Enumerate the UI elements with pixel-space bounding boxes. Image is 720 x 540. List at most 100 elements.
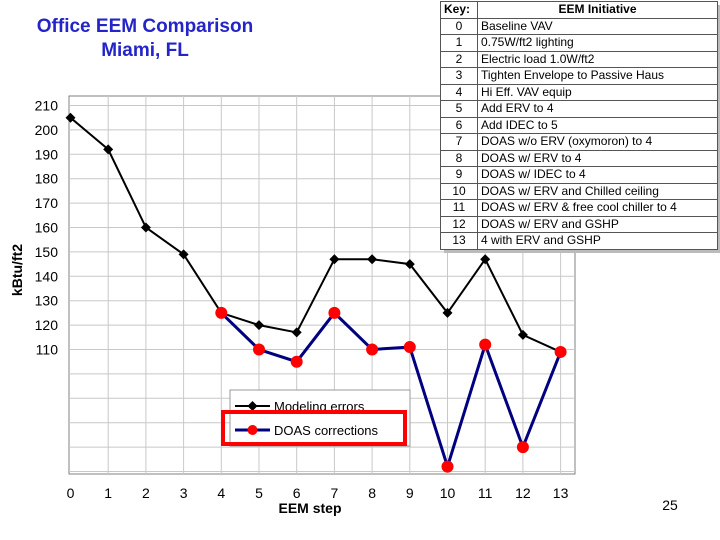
data-point-modeling-errors (291, 327, 302, 338)
x-tick-label: 4 (217, 485, 225, 501)
key-row: 5 Add ERV to 4 (440, 100, 718, 118)
x-tick-label: 3 (180, 485, 188, 501)
key-row-number: 6 (440, 116, 478, 134)
key-row-number: 12 (440, 215, 478, 233)
x-tick-label: 5 (255, 485, 263, 501)
key-row: 3 Tighten Envelope to Passive Haus (440, 67, 718, 85)
data-point-modeling-errors (140, 222, 151, 233)
y-tick-label: 170 (35, 195, 59, 211)
key-row: 6 Add IDEC to 5 (440, 116, 718, 134)
key-row-description: Tighten Envelope to Passive Haus (477, 67, 718, 85)
data-point-doas-corrections (479, 338, 492, 351)
legend: Modeling errors DOAS corrections (229, 389, 411, 447)
key-header: Key: (440, 1, 478, 19)
data-point-doas-corrections (403, 341, 416, 354)
key-row-number: 10 (440, 182, 478, 200)
key-row-description: DOAS w/ ERV to 4 (477, 149, 718, 167)
x-tick-label: 10 (440, 485, 456, 501)
key-row-description: DOAS w/ ERV and GSHP (477, 215, 718, 233)
x-tick-label: 12 (515, 485, 531, 501)
y-tick-label: 160 (35, 220, 59, 236)
eem-key-table: Key: EEM Initiative 0 Baseline VAV 1 0.75W/… (440, 1, 718, 250)
series-line-doas-corrections (220, 310, 562, 472)
x-tick-label: 6 (293, 485, 301, 501)
key-row: 7 DOAS w/o ERV (oxymoron) to 4 (440, 133, 718, 151)
data-point-modeling-errors (65, 112, 76, 123)
data-point-modeling-errors (480, 254, 491, 265)
data-point-modeling-errors (367, 254, 378, 265)
y-tick-label: 150 (35, 244, 59, 260)
data-point-doas-corrections (328, 306, 341, 319)
key-row-number: 2 (440, 50, 478, 68)
key-row-number: 5 (440, 100, 478, 118)
key-row: 9 DOAS w/ IDEC to 4 (440, 166, 718, 184)
y-tick-label: 180 (35, 171, 59, 187)
data-point-doas-corrections (366, 343, 379, 356)
y-tick-label: 190 (35, 146, 59, 162)
legend-label-doas-corrections: DOAS corrections (274, 423, 379, 438)
data-point-doas-corrections (215, 306, 228, 319)
initiative-header: EEM Initiative (477, 1, 718, 19)
x-axis-label: EEM step (278, 500, 341, 516)
key-row-number: 0 (440, 17, 478, 35)
key-row: 13 4 with ERV and GSHP (440, 232, 718, 250)
key-row-description: DOAS w/o ERV (oxymoron) to 4 (477, 133, 718, 151)
y-tick-label: 210 (35, 98, 59, 114)
key-row-description: 0.75W/ft2 lighting (477, 34, 718, 52)
data-point-modeling-errors (517, 329, 528, 340)
x-tick-label: 1 (104, 485, 112, 501)
data-point-doas-corrections (253, 343, 265, 356)
y-tick-label: 140 (35, 268, 59, 284)
y-tick-label: 120 (35, 317, 59, 333)
data-point-modeling-errors (254, 320, 264, 331)
data-point-modeling-errors (442, 307, 453, 318)
key-row-description: Add IDEC to 5 (477, 116, 718, 134)
key-row: 0 Baseline VAV (440, 17, 718, 35)
data-point-doas-corrections (441, 460, 454, 473)
key-row-description: DOAS w/ IDEC to 4 (477, 166, 718, 184)
data-point-doas-corrections (290, 355, 303, 368)
key-row-number: 3 (440, 67, 478, 85)
data-point-modeling-errors (103, 144, 114, 155)
data-point-doas-corrections (554, 345, 567, 358)
key-row: 12 DOAS w/ ERV and GSHP (440, 215, 718, 233)
key-row-description: DOAS w/ ERV & free cool chiller to 4 (477, 199, 718, 217)
x-tick-label: 0 (67, 485, 75, 501)
key-row-description: Electric load 1.0W/ft2 (477, 50, 718, 68)
key-row-number: 4 (440, 83, 478, 101)
legend-highlight-box (221, 410, 407, 446)
key-row-number: 1 (440, 34, 478, 52)
key-row: 2 Electric load 1.0W/ft2 (440, 50, 718, 68)
chart-title-line2: Miami, FL (101, 40, 189, 61)
y-tick-label: 200 (35, 122, 59, 138)
key-row: 1 0.75W/ft2 lighting (440, 34, 718, 52)
x-tick-label: 7 (331, 485, 339, 501)
data-point-doas-corrections (516, 441, 529, 454)
chart-title-line1: Office EEM Comparison (36, 16, 254, 37)
data-point-modeling-errors (178, 249, 189, 260)
key-row-description: Hi Eff. VAV equip (477, 83, 718, 101)
key-row-description: Add ERV to 4 (477, 100, 718, 118)
key-row: 10 DOAS w/ ERV and Chilled ceiling (440, 182, 718, 200)
y-tick-label: 110 (36, 342, 59, 358)
x-tick-label: 11 (478, 485, 493, 501)
key-row-description: Baseline VAV (477, 17, 718, 35)
x-tick-label: 13 (553, 485, 569, 501)
key-row: 8 DOAS w/ ERV to 4 (440, 149, 718, 167)
x-tick-label: 8 (368, 485, 376, 501)
key-row-number: 8 (440, 149, 478, 167)
key-row-number: 11 (440, 199, 478, 217)
key-row-description: 4 with ERV and GSHP (477, 232, 718, 250)
key-row-number: 7 (440, 133, 478, 151)
y-axis-label: kBtu/ft2 (9, 244, 25, 296)
y-tick-label: 130 (35, 293, 59, 309)
key-row-number: 9 (440, 166, 478, 184)
key-row-number: 13 (440, 232, 478, 250)
key-row-description: DOAS w/ ERV and Chilled ceiling (477, 182, 718, 200)
data-point-modeling-errors (329, 254, 340, 265)
data-point-modeling-errors (404, 259, 415, 270)
x-tick-label: 9 (406, 485, 414, 501)
x-tick-label: 2 (142, 485, 150, 501)
key-row: 4 Hi Eff. VAV equip (440, 83, 718, 101)
slide-number: 25 (662, 497, 678, 513)
